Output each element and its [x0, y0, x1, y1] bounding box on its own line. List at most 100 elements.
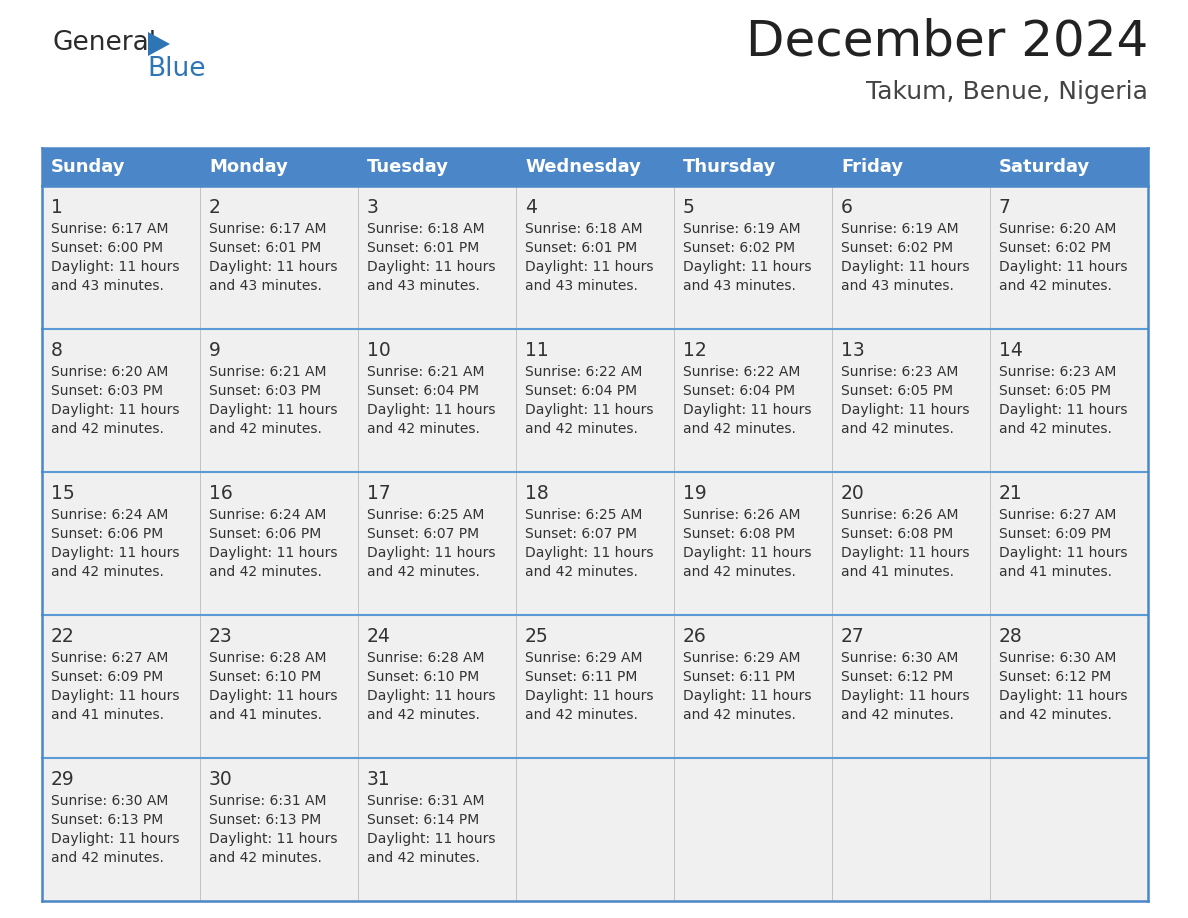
Text: 11: 11: [525, 341, 549, 360]
Text: Daylight: 11 hours: Daylight: 11 hours: [841, 260, 969, 274]
Text: Daylight: 11 hours: Daylight: 11 hours: [209, 832, 337, 846]
Text: Thursday: Thursday: [683, 158, 777, 176]
Text: and 42 minutes.: and 42 minutes.: [525, 422, 638, 436]
Text: 4: 4: [525, 198, 537, 217]
Text: Wednesday: Wednesday: [525, 158, 640, 176]
Text: Daylight: 11 hours: Daylight: 11 hours: [51, 260, 179, 274]
Text: Sunset: 6:10 PM: Sunset: 6:10 PM: [367, 670, 479, 684]
Text: Sunset: 6:07 PM: Sunset: 6:07 PM: [367, 527, 479, 541]
Text: and 42 minutes.: and 42 minutes.: [209, 851, 322, 865]
Text: 9: 9: [209, 341, 221, 360]
Text: and 42 minutes.: and 42 minutes.: [367, 851, 480, 865]
Text: Sunset: 6:13 PM: Sunset: 6:13 PM: [209, 813, 321, 827]
Text: 19: 19: [683, 484, 707, 503]
Text: and 41 minutes.: and 41 minutes.: [999, 565, 1112, 579]
Text: and 41 minutes.: and 41 minutes.: [841, 565, 954, 579]
Text: Sunrise: 6:19 AM: Sunrise: 6:19 AM: [841, 222, 959, 236]
Bar: [42, 758, 1148, 901]
Text: and 42 minutes.: and 42 minutes.: [367, 708, 480, 722]
Text: Sunrise: 6:18 AM: Sunrise: 6:18 AM: [525, 222, 643, 236]
Text: 13: 13: [841, 341, 865, 360]
Text: Sunrise: 6:17 AM: Sunrise: 6:17 AM: [209, 222, 327, 236]
Text: Sunset: 6:02 PM: Sunset: 6:02 PM: [841, 241, 953, 255]
Text: Tuesday: Tuesday: [367, 158, 449, 176]
Text: Sunrise: 6:22 AM: Sunrise: 6:22 AM: [525, 365, 643, 379]
Text: 8: 8: [51, 341, 63, 360]
Text: Sunrise: 6:21 AM: Sunrise: 6:21 AM: [209, 365, 327, 379]
Text: General: General: [52, 30, 156, 56]
Bar: [42, 186, 1148, 329]
Text: 24: 24: [367, 627, 391, 646]
Text: Daylight: 11 hours: Daylight: 11 hours: [209, 260, 337, 274]
Text: Sunset: 6:00 PM: Sunset: 6:00 PM: [51, 241, 163, 255]
Text: and 42 minutes.: and 42 minutes.: [209, 565, 322, 579]
Text: Daylight: 11 hours: Daylight: 11 hours: [367, 832, 495, 846]
Text: 15: 15: [51, 484, 75, 503]
Text: 14: 14: [999, 341, 1023, 360]
Text: and 42 minutes.: and 42 minutes.: [367, 565, 480, 579]
Text: Sunset: 6:09 PM: Sunset: 6:09 PM: [51, 670, 163, 684]
Text: 20: 20: [841, 484, 865, 503]
Text: 23: 23: [209, 627, 233, 646]
Text: Sunset: 6:05 PM: Sunset: 6:05 PM: [999, 384, 1111, 398]
Text: 18: 18: [525, 484, 549, 503]
Text: Daylight: 11 hours: Daylight: 11 hours: [683, 403, 811, 417]
Text: Sunset: 6:04 PM: Sunset: 6:04 PM: [525, 384, 637, 398]
Text: and 42 minutes.: and 42 minutes.: [999, 279, 1112, 293]
Text: Sunset: 6:06 PM: Sunset: 6:06 PM: [209, 527, 321, 541]
Text: 22: 22: [51, 627, 75, 646]
Text: Sunrise: 6:27 AM: Sunrise: 6:27 AM: [999, 508, 1117, 522]
Text: and 42 minutes.: and 42 minutes.: [999, 708, 1112, 722]
Text: and 43 minutes.: and 43 minutes.: [841, 279, 954, 293]
Text: Sunrise: 6:23 AM: Sunrise: 6:23 AM: [841, 365, 959, 379]
Text: Sunrise: 6:30 AM: Sunrise: 6:30 AM: [51, 794, 169, 808]
Text: Sunrise: 6:31 AM: Sunrise: 6:31 AM: [209, 794, 327, 808]
Text: Sunrise: 6:25 AM: Sunrise: 6:25 AM: [367, 508, 485, 522]
Text: and 43 minutes.: and 43 minutes.: [51, 279, 164, 293]
Text: Sunrise: 6:29 AM: Sunrise: 6:29 AM: [525, 651, 643, 665]
Text: Sunset: 6:03 PM: Sunset: 6:03 PM: [51, 384, 163, 398]
Text: Sunset: 6:02 PM: Sunset: 6:02 PM: [999, 241, 1111, 255]
Bar: [42, 472, 1148, 615]
Text: Sunrise: 6:22 AM: Sunrise: 6:22 AM: [683, 365, 801, 379]
Text: Sunset: 6:03 PM: Sunset: 6:03 PM: [209, 384, 321, 398]
Text: 10: 10: [367, 341, 391, 360]
Text: Daylight: 11 hours: Daylight: 11 hours: [367, 260, 495, 274]
Text: Sunset: 6:12 PM: Sunset: 6:12 PM: [841, 670, 953, 684]
Text: 29: 29: [51, 770, 75, 789]
Text: 30: 30: [209, 770, 233, 789]
Text: Daylight: 11 hours: Daylight: 11 hours: [841, 546, 969, 560]
Text: 25: 25: [525, 627, 549, 646]
Text: Daylight: 11 hours: Daylight: 11 hours: [209, 689, 337, 703]
Text: and 42 minutes.: and 42 minutes.: [209, 422, 322, 436]
Text: Sunset: 6:01 PM: Sunset: 6:01 PM: [367, 241, 479, 255]
Text: Sunset: 6:10 PM: Sunset: 6:10 PM: [209, 670, 321, 684]
Text: Sunrise: 6:17 AM: Sunrise: 6:17 AM: [51, 222, 169, 236]
Text: Sunset: 6:06 PM: Sunset: 6:06 PM: [51, 527, 163, 541]
Text: Sunset: 6:01 PM: Sunset: 6:01 PM: [209, 241, 321, 255]
Text: Daylight: 11 hours: Daylight: 11 hours: [525, 546, 653, 560]
Text: Daylight: 11 hours: Daylight: 11 hours: [51, 832, 179, 846]
Text: Sunrise: 6:24 AM: Sunrise: 6:24 AM: [209, 508, 327, 522]
Text: and 42 minutes.: and 42 minutes.: [841, 422, 954, 436]
Text: 31: 31: [367, 770, 391, 789]
Text: Daylight: 11 hours: Daylight: 11 hours: [367, 689, 495, 703]
Text: Takum, Benue, Nigeria: Takum, Benue, Nigeria: [866, 80, 1148, 104]
Text: Sunset: 6:07 PM: Sunset: 6:07 PM: [525, 527, 637, 541]
Text: and 42 minutes.: and 42 minutes.: [999, 422, 1112, 436]
Text: December 2024: December 2024: [746, 18, 1148, 66]
Text: Sunset: 6:13 PM: Sunset: 6:13 PM: [51, 813, 163, 827]
Text: and 42 minutes.: and 42 minutes.: [51, 565, 164, 579]
Text: 5: 5: [683, 198, 695, 217]
Bar: [42, 615, 1148, 758]
Text: Daylight: 11 hours: Daylight: 11 hours: [367, 403, 495, 417]
Text: Sunset: 6:11 PM: Sunset: 6:11 PM: [683, 670, 796, 684]
Text: Blue: Blue: [147, 56, 206, 82]
Text: Sunrise: 6:26 AM: Sunrise: 6:26 AM: [841, 508, 959, 522]
Text: and 43 minutes.: and 43 minutes.: [367, 279, 480, 293]
Text: Sunset: 6:09 PM: Sunset: 6:09 PM: [999, 527, 1111, 541]
Text: Daylight: 11 hours: Daylight: 11 hours: [51, 689, 179, 703]
Text: 17: 17: [367, 484, 391, 503]
Text: 6: 6: [841, 198, 853, 217]
Text: Sunrise: 6:19 AM: Sunrise: 6:19 AM: [683, 222, 801, 236]
